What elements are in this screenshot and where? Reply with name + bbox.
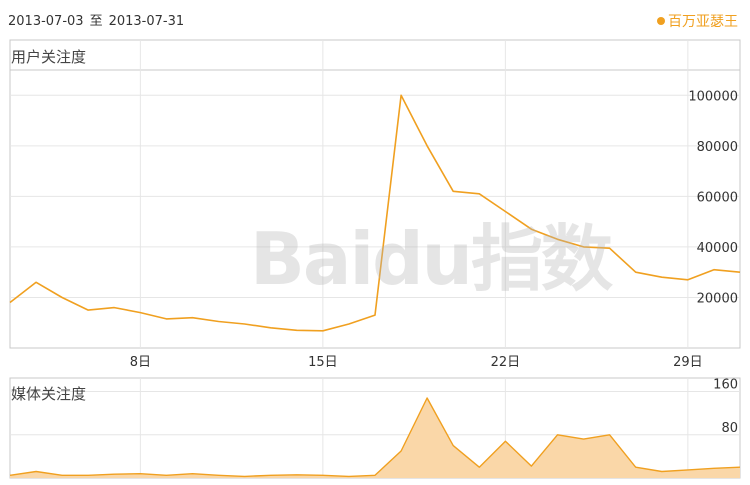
y-tick-label: 100000 [688, 89, 738, 104]
y-tick-label: 80000 [697, 140, 738, 155]
x-tick-label: 29日 [673, 355, 703, 370]
date-separator: 至 [89, 14, 103, 29]
media-y-tick-label: 160 [713, 378, 738, 393]
legend[interactable]: 百万亚瑟王 [657, 11, 738, 31]
media-y-tick-label: 80 [721, 421, 738, 436]
x-tick-label: 8日 [130, 355, 151, 370]
date-range: 2013-07-03 至 2013-07-31 [8, 10, 184, 29]
user-panel-frame [9, 39, 741, 349]
media-attention-line [9, 397, 741, 478]
media-attention-title: 媒体关注度 [11, 385, 87, 403]
watermark-logo: Baidu指数 [250, 217, 613, 301]
x-tick-label: 15日 [308, 355, 338, 370]
y-tick-label: 40000 [697, 241, 738, 256]
legend-label: 百万亚瑟王 [668, 14, 738, 30]
user-attention-line [9, 94, 741, 332]
date-to: 2013-07-31 [108, 14, 185, 29]
x-tick-label: 22日 [491, 355, 521, 370]
legend-dot-icon [657, 17, 665, 25]
y-tick-label: 60000 [697, 190, 738, 205]
date-from: 2013-07-03 [8, 14, 84, 29]
media-attention-area [10, 398, 740, 478]
y-tick-label: 20000 [697, 291, 738, 306]
user-attention-title: 用户关注度 [11, 48, 87, 66]
